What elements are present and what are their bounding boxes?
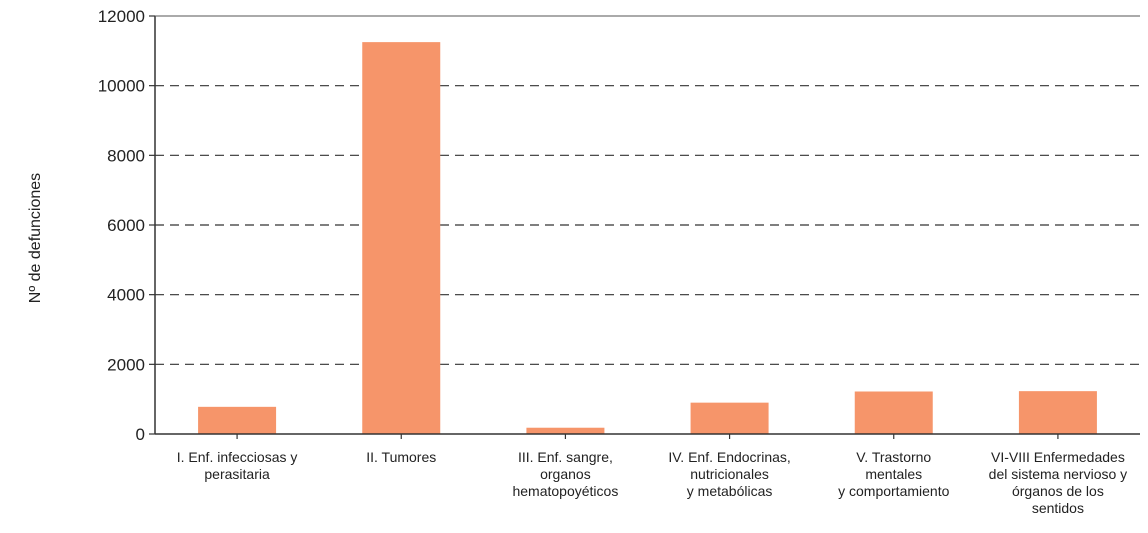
- y-tick-label: 10000: [98, 77, 145, 96]
- y-tick-label: 2000: [107, 355, 145, 374]
- x-tick-label: IV. Enf. Endocrinas, nutricionales y metab…: [668, 449, 790, 499]
- bar: [1018, 391, 1097, 434]
- bar: [854, 391, 933, 434]
- x-tick-label: V. Trastorno mentales y comportamiento: [838, 449, 949, 499]
- bars: [198, 42, 1097, 434]
- y-tick-label: 0: [136, 425, 145, 444]
- x-tick-label: II. Tumores: [366, 449, 436, 465]
- bar: [362, 42, 441, 434]
- y-axis-ticks: 0 2000 4000 6000 8000 10000 12000: [98, 7, 155, 444]
- x-tick-label: III. Enf. sangre, organos hematopoyéticos: [512, 449, 618, 499]
- y-axis-label: Nº de defunciones: [27, 173, 44, 303]
- y-tick-label: 12000: [98, 7, 145, 26]
- y-tick-label: 8000: [107, 146, 145, 165]
- x-axis-labels: I. Enf. infecciosas y perasitaria II. Tumo…: [177, 434, 1127, 516]
- y-tick-label: 4000: [107, 286, 145, 305]
- gridlines: [155, 85, 1140, 365]
- x-tick-label: VI-VIII Enfermedades del sistema nervioso…: [989, 449, 1128, 516]
- x-tick-label: I. Enf. infecciosas y perasitaria: [177, 449, 298, 482]
- y-tick-label: 6000: [107, 216, 145, 235]
- bar: [526, 427, 605, 434]
- bar: [198, 406, 277, 434]
- bar: [690, 402, 769, 434]
